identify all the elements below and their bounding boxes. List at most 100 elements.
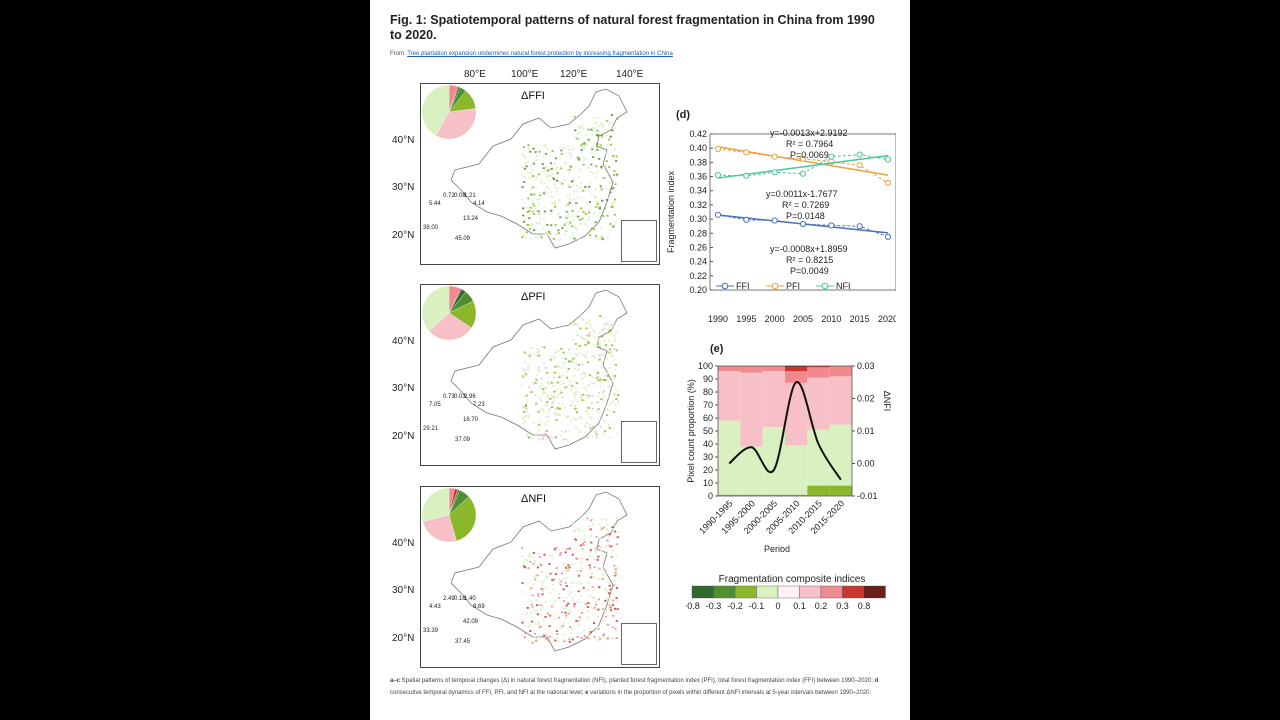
forest-pixel	[588, 201, 592, 204]
forest-pixel	[542, 167, 545, 169]
forest-pixel	[574, 392, 577, 395]
forest-pixel	[595, 165, 598, 168]
forest-pixel	[602, 566, 605, 569]
colorbar-label: -0.3	[706, 601, 722, 611]
forest-pixel	[570, 209, 573, 212]
pie-label: 33.39	[423, 628, 439, 634]
forest-pixel	[603, 322, 606, 325]
forest-pixel	[605, 550, 609, 553]
forest-pixel	[595, 547, 598, 550]
forest-pixel	[542, 227, 545, 230]
forest-pixel	[550, 406, 554, 409]
forest-pixel	[608, 326, 611, 329]
forest-pixel	[580, 144, 583, 147]
forest-pixel	[565, 222, 568, 225]
forest-pixel	[585, 339, 588, 342]
forest-pixel	[556, 381, 560, 384]
forest-pixel	[605, 198, 609, 201]
forest-pixel	[524, 625, 527, 627]
stacked-bar-segment	[740, 446, 763, 495]
forest-pixel	[554, 365, 557, 368]
forest-pixel	[560, 391, 563, 394]
forest-pixel	[611, 637, 615, 640]
forest-pixel	[572, 148, 575, 151]
forest-pixel	[579, 187, 582, 190]
forest-pixel	[546, 612, 549, 615]
forest-pixel	[599, 385, 602, 388]
stacked-bar-segment	[807, 366, 830, 368]
forest-pixel	[568, 547, 571, 550]
forest-pixel	[580, 416, 583, 419]
forest-pixel	[543, 205, 546, 208]
forest-pixel	[612, 188, 615, 191]
forest-pixel	[614, 220, 617, 223]
forest-pixel	[562, 361, 566, 364]
forest-pixel	[597, 408, 600, 411]
forest-pixel	[588, 594, 591, 596]
pie-label: 0.16	[454, 596, 466, 602]
forest-pixel	[565, 548, 569, 551]
forest-pixel	[538, 437, 541, 440]
forest-pixel	[543, 192, 546, 195]
forest-pixel	[528, 639, 531, 642]
forest-pixel	[602, 148, 605, 151]
forest-pixel	[546, 147, 549, 150]
forest-pixel	[592, 228, 595, 231]
forest-pixel	[607, 351, 610, 354]
pie-label: 1.40	[464, 596, 476, 602]
stacked-bar-segment	[829, 376, 852, 425]
forest-pixel	[610, 202, 613, 205]
stacked-bar-segment	[740, 372, 763, 447]
forest-pixel	[585, 589, 588, 592]
forest-pixel	[574, 399, 577, 402]
forest-pixel	[572, 522, 575, 525]
forest-pixel	[556, 613, 559, 616]
forest-pixel	[587, 334, 590, 337]
forest-pixel	[547, 383, 551, 385]
colorbar-label: 0.8	[858, 601, 871, 611]
forest-pixel	[559, 626, 562, 629]
forest-pixel	[532, 175, 535, 178]
forest-pixel	[553, 376, 556, 379]
forest-pixel	[597, 608, 600, 611]
forest-pixel	[582, 318, 585, 321]
forest-pixel	[612, 599, 615, 602]
regression-annotation: y=-0.0013x+2.9192	[770, 128, 848, 138]
forest-pixel	[543, 189, 546, 192]
forest-pixel	[551, 583, 554, 586]
forest-pixel	[528, 414, 531, 417]
forest-pixel	[521, 555, 524, 558]
forest-pixel	[543, 182, 546, 185]
forest-pixel	[587, 342, 590, 345]
forest-pixel	[530, 603, 533, 606]
forest-pixel	[598, 637, 602, 640]
forest-pixel	[528, 218, 531, 221]
forest-pixel	[555, 630, 558, 633]
forest-pixel	[521, 153, 524, 156]
forest-pixel	[616, 517, 619, 519]
colorbar-swatch	[799, 585, 822, 599]
forest-pixel	[581, 143, 584, 145]
forest-pixel	[563, 362, 566, 365]
forest-pixel	[578, 175, 581, 178]
forest-pixel	[574, 129, 577, 132]
forest-pixel	[600, 546, 603, 549]
forest-pixel	[524, 558, 527, 561]
forest-pixel	[556, 388, 559, 391]
forest-pixel	[559, 181, 562, 184]
forest-pixel	[611, 528, 614, 530]
forest-pixel	[591, 134, 594, 136]
forest-pixel	[521, 634, 524, 637]
pie-chart	[421, 487, 477, 543]
forest-pixel	[577, 590, 580, 593]
lat-label: 20°N	[392, 633, 415, 644]
forest-pixel	[521, 384, 524, 387]
forest-pixel	[597, 395, 600, 398]
forest-pixel	[541, 407, 544, 410]
forest-pixel	[588, 319, 591, 321]
stacked-bar-segment	[785, 371, 808, 383]
forest-pixel	[614, 183, 617, 186]
forest-pixel	[537, 222, 541, 225]
source-link[interactable]: Tree plantation expansion undermines nat…	[407, 51, 673, 57]
forest-pixel	[598, 356, 601, 359]
